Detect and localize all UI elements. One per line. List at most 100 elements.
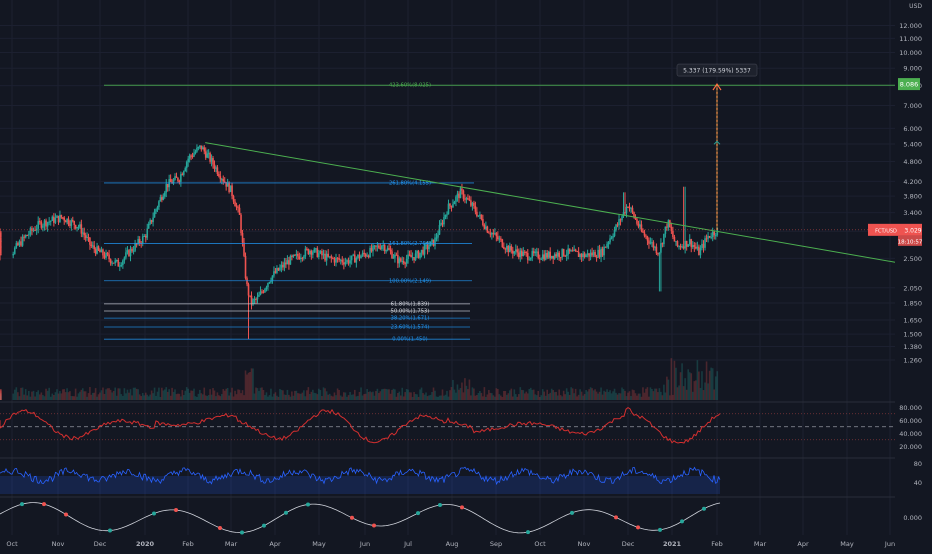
- candle-body: [15, 243, 18, 248]
- volume-bar: [710, 367, 712, 400]
- candle-body: [564, 255, 566, 257]
- volume-bar: [386, 389, 389, 400]
- candle-body: [616, 224, 619, 226]
- volume-bar: [609, 390, 611, 400]
- volume-bar: [235, 394, 238, 400]
- candle-body: [467, 198, 469, 200]
- volume-bar: [449, 390, 451, 400]
- volume-bar: [15, 387, 18, 400]
- candle-body: [350, 255, 353, 261]
- volume-bar: [369, 391, 371, 400]
- volume-bar: [125, 393, 127, 400]
- candle-body: [522, 251, 525, 257]
- candle-body: [482, 219, 484, 226]
- candle-body: [156, 206, 159, 210]
- volume-bar: [171, 387, 173, 400]
- candle-body: [654, 246, 656, 248]
- volume-bar: [604, 391, 607, 400]
- candle-body: [114, 260, 117, 264]
- momentum-dot: [174, 508, 178, 513]
- volume-bar: [131, 395, 133, 400]
- candle-body: [216, 167, 219, 175]
- volume-bar: [149, 394, 151, 400]
- volume-bar: [633, 390, 635, 400]
- volume-bar: [666, 376, 668, 400]
- candle-body: [294, 254, 296, 256]
- candle-body: [210, 157, 213, 162]
- volume-bar: [636, 395, 638, 400]
- candle-body: [643, 232, 646, 236]
- candle-body: [600, 248, 602, 258]
- volume-bar: [240, 393, 242, 400]
- candle-body: [378, 245, 380, 248]
- rsi-tick-label: 40: [914, 479, 922, 487]
- volume-bar: [283, 394, 286, 400]
- volume-bar: [630, 396, 632, 400]
- volume-bar: [282, 390, 284, 400]
- candle-body: [71, 220, 74, 222]
- candle-body: [301, 257, 304, 259]
- volume-bar: [222, 389, 225, 400]
- volume-bar: [358, 391, 361, 400]
- candle-body: [48, 221, 50, 223]
- candle-body: [397, 254, 399, 264]
- candle-body: [150, 220, 153, 223]
- candle-body: [565, 254, 568, 256]
- candle-body: [462, 190, 465, 199]
- volume-bar: [114, 387, 117, 400]
- candle-body: [394, 254, 396, 258]
- volume-bar: [380, 389, 383, 400]
- time-tick-label: Oct: [6, 540, 18, 548]
- volume-bar: [376, 388, 379, 400]
- candle-body: [603, 246, 605, 256]
- candle-body: [672, 230, 674, 237]
- volume-bar: [12, 393, 14, 400]
- candle-body: [73, 221, 76, 226]
- volume-bar: [100, 390, 103, 400]
- candle-body: [34, 229, 36, 231]
- momentum-dot: [20, 502, 24, 507]
- volume-bar: [155, 395, 157, 400]
- candle-body: [347, 260, 350, 264]
- volume-bar: [443, 395, 445, 400]
- momentum-dot: [614, 515, 618, 520]
- candle-body: [698, 246, 700, 256]
- candle-body: [695, 246, 697, 249]
- volume-bar: [232, 396, 235, 400]
- volume-bar: [379, 391, 382, 400]
- candle-body: [389, 249, 392, 252]
- candle-body: [144, 236, 147, 238]
- volume-bar: [713, 389, 716, 400]
- time-tick-label: Feb: [182, 540, 194, 548]
- volume-bar: [438, 395, 441, 400]
- candle-body: [315, 248, 317, 250]
- candle-body: [343, 262, 345, 265]
- volume-bar: [624, 390, 626, 400]
- candles: [0, 144, 719, 340]
- candle-body: [184, 168, 187, 172]
- volume-bar: [440, 395, 442, 400]
- momentum-dot: [42, 502, 46, 507]
- volume-bar: [513, 389, 516, 400]
- candle-body: [453, 201, 456, 205]
- candle-body: [586, 253, 589, 256]
- volume-bar: [228, 395, 230, 400]
- volume-bar: [42, 394, 44, 400]
- volume-bar: [420, 387, 423, 400]
- volume-bar: [105, 389, 107, 400]
- candle-body: [149, 220, 151, 224]
- candle-body: [704, 238, 706, 248]
- oscillator-line: [0, 406, 721, 444]
- candle-body: [162, 196, 165, 200]
- volume-bar: [645, 388, 647, 400]
- volume-bar: [664, 392, 667, 400]
- candle-body: [639, 224, 641, 227]
- countdown-box: [898, 235, 922, 246]
- candle-body: [510, 246, 513, 251]
- candle-body: [376, 245, 379, 247]
- volume-bar: [471, 387, 474, 400]
- volume-bar: [273, 393, 275, 400]
- candle-body: [431, 239, 433, 242]
- candle-body: [363, 252, 365, 255]
